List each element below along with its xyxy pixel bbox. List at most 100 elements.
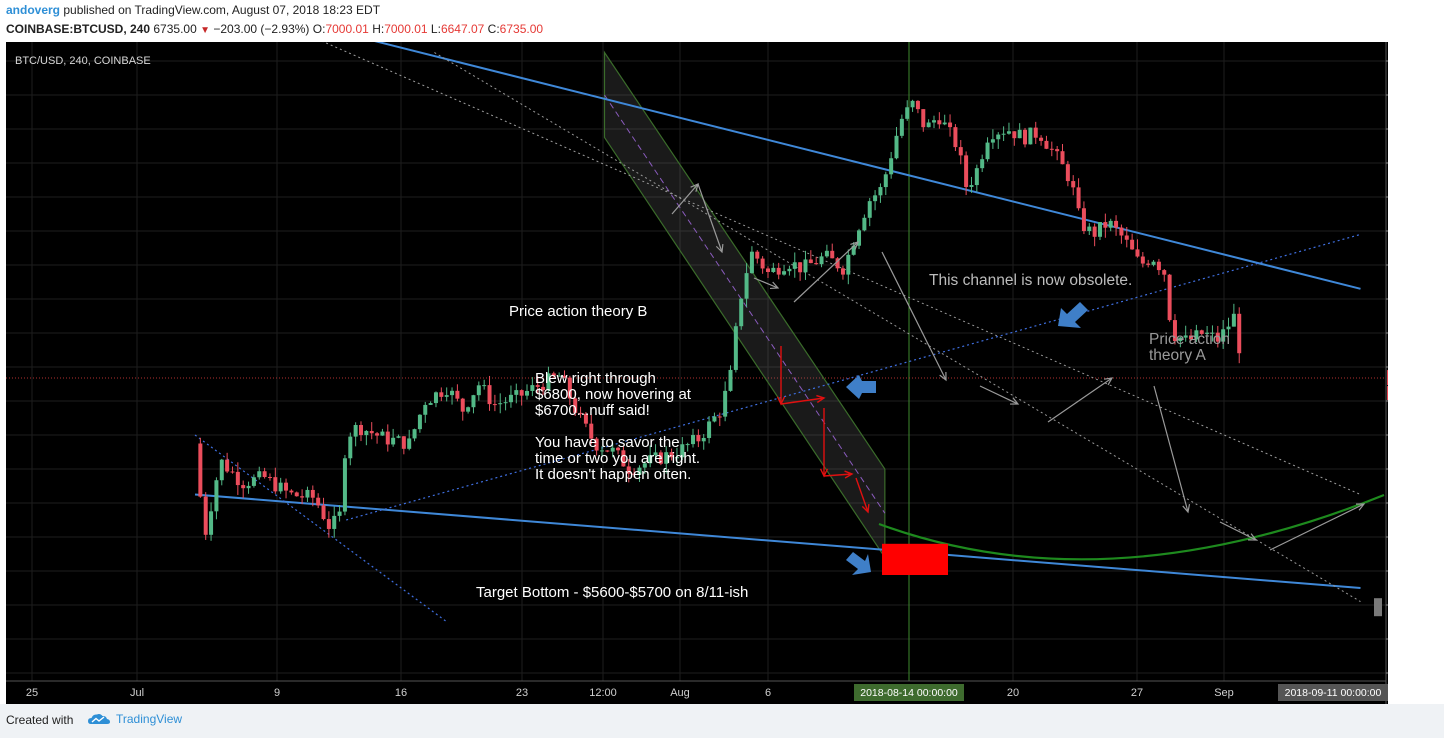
grey-path-arrow-head bbox=[1247, 533, 1258, 541]
candle-body bbox=[857, 230, 862, 246]
low-label: L: bbox=[430, 22, 441, 36]
candle-body bbox=[776, 267, 781, 275]
candle-body bbox=[1124, 235, 1129, 240]
candle-body bbox=[487, 385, 492, 405]
candle-body bbox=[926, 122, 931, 128]
cursor-label-bg bbox=[1278, 684, 1388, 701]
tradingview-link[interactable]: TradingView bbox=[88, 712, 182, 726]
candle-body bbox=[1017, 129, 1022, 139]
candle-body bbox=[669, 452, 674, 458]
price-axis[interactable]: 8600.008400.008200.008000.007800.007600.… bbox=[1374, 42, 1432, 704]
candle-body bbox=[396, 436, 401, 438]
candle-body bbox=[862, 217, 867, 231]
grey-path-arrow-head bbox=[715, 243, 724, 254]
candle-body bbox=[1130, 239, 1135, 250]
symbol-label: COINBASE:BTCUSD, 240 bbox=[6, 22, 151, 36]
annotation-text: Blew right through bbox=[535, 370, 656, 387]
candle-body bbox=[326, 519, 331, 529]
candle-body bbox=[541, 386, 546, 391]
candle-body bbox=[380, 431, 385, 436]
close-value: 6735.00 bbox=[499, 22, 544, 36]
candle-body bbox=[519, 390, 524, 396]
author-link[interactable]: andoverg bbox=[6, 3, 61, 17]
candle-body bbox=[1108, 220, 1113, 228]
price-change: −203.00 (−2.93%) bbox=[213, 22, 310, 36]
candle-body bbox=[316, 497, 321, 506]
drawing-overlays bbox=[194, 22, 1385, 623]
candle-body bbox=[733, 326, 738, 370]
red-path-arrow bbox=[780, 397, 825, 405]
candle-body bbox=[514, 390, 519, 395]
candle-body bbox=[1151, 261, 1156, 265]
annotation-text: time or two you are right. bbox=[535, 450, 700, 467]
candle-body bbox=[417, 414, 422, 430]
grey-path-arrow bbox=[1153, 385, 1189, 513]
candle-body bbox=[749, 251, 754, 274]
chart-area[interactable]: Price action theory B Blew right through $… bbox=[6, 22, 1432, 704]
last-price-tag-bg bbox=[1387, 370, 1388, 386]
candle-body bbox=[1226, 326, 1231, 330]
candle-body bbox=[257, 471, 262, 478]
candle-body bbox=[1135, 249, 1140, 257]
red-path-arrow bbox=[855, 477, 869, 513]
candle-body bbox=[508, 394, 513, 403]
candle-body bbox=[616, 447, 621, 451]
grey-path-arrow bbox=[697, 183, 723, 253]
grey-path-arrow bbox=[793, 241, 859, 303]
candle-body bbox=[760, 258, 765, 269]
candle-body bbox=[567, 377, 572, 399]
grey-path-arrow-head bbox=[1009, 397, 1020, 405]
candle-body bbox=[1199, 330, 1204, 334]
candle-body bbox=[632, 473, 637, 475]
candle-body bbox=[755, 251, 760, 259]
countdown-bg bbox=[1387, 386, 1388, 401]
candle-body bbox=[1044, 140, 1049, 149]
x-tick-label: Jul bbox=[130, 687, 144, 699]
time-axis[interactable]: 25 Jul 9 16 23 12:00 Aug 6 20 27 Sep 2018-08-14 00:… bbox=[6, 680, 1388, 701]
tradingview-cloud-icon bbox=[88, 714, 110, 724]
annotation-text: Price action bbox=[1149, 331, 1230, 348]
candle-body bbox=[873, 195, 878, 202]
candle-body bbox=[621, 450, 626, 467]
x-tick-label: 23 bbox=[516, 687, 528, 699]
high-value: 7000.01 bbox=[384, 22, 428, 36]
open-value: 7000.01 bbox=[325, 22, 369, 36]
candle-body bbox=[878, 187, 883, 196]
candle-body bbox=[1060, 151, 1065, 165]
candle-body bbox=[905, 107, 910, 119]
candle-body bbox=[771, 267, 776, 272]
candle-body bbox=[814, 263, 819, 265]
candle-body bbox=[824, 250, 829, 257]
candle-body bbox=[648, 455, 653, 464]
candle-body bbox=[846, 254, 851, 275]
grey-path-arrow bbox=[979, 385, 1019, 405]
candle-body bbox=[589, 423, 594, 439]
candle-body bbox=[728, 369, 733, 391]
candle-body bbox=[899, 118, 904, 136]
high-label: H: bbox=[372, 22, 385, 36]
candle-body bbox=[209, 511, 214, 535]
candle-body bbox=[953, 127, 958, 148]
candle-body bbox=[910, 100, 915, 108]
open-label: O: bbox=[312, 22, 326, 36]
candle-body bbox=[723, 390, 728, 417]
candle-body bbox=[1210, 332, 1215, 334]
candle-body bbox=[251, 477, 256, 486]
x-tick-label: Sep bbox=[1214, 687, 1234, 699]
candle-body bbox=[658, 452, 663, 464]
candle-body bbox=[1231, 313, 1236, 327]
candle-body bbox=[599, 450, 604, 452]
candle-body bbox=[583, 413, 588, 424]
candle-body bbox=[664, 452, 669, 464]
candle-body bbox=[1028, 127, 1033, 145]
down-triangle-icon: ▼ bbox=[200, 25, 211, 36]
candle-body bbox=[525, 390, 530, 396]
candle-body bbox=[1119, 227, 1124, 236]
candle-body bbox=[980, 159, 985, 169]
candle-body bbox=[433, 392, 438, 404]
candle-body bbox=[840, 268, 845, 275]
candle-body bbox=[241, 485, 246, 489]
candle-body bbox=[1039, 137, 1044, 141]
